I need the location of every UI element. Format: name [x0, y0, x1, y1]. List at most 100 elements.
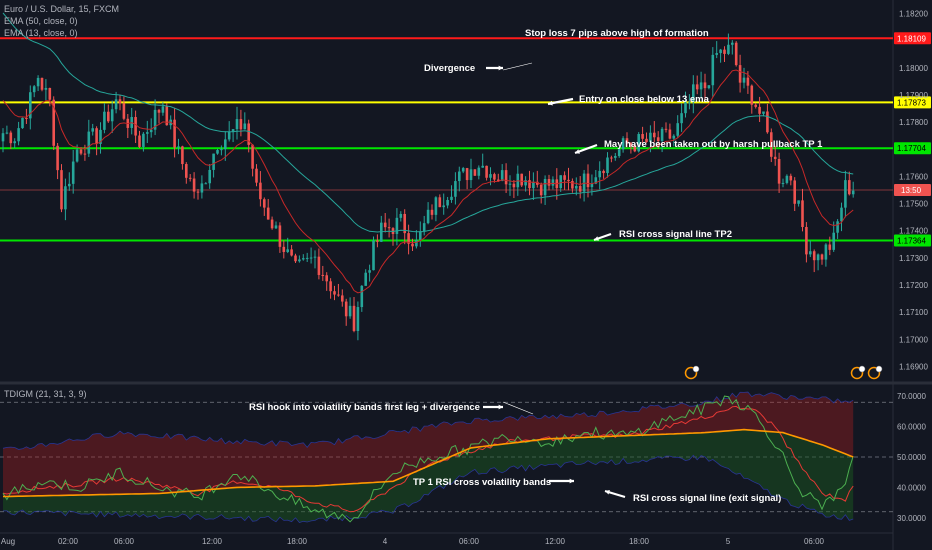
rsi-tick-label: 70.0000: [897, 392, 926, 401]
candle-body: [99, 129, 102, 144]
candle-body: [563, 175, 566, 180]
annotations: Stop loss 7 pips above high of formation…: [249, 28, 823, 504]
candle-body: [851, 190, 855, 195]
divergence-trendline: [502, 62, 533, 71]
candle-body: [5, 132, 9, 134]
candle-body: [781, 182, 785, 184]
candle-body: [251, 144, 254, 169]
rsi-tick-label: 60.0000: [897, 423, 926, 432]
candle-body: [212, 153, 215, 170]
candle-body: [411, 243, 414, 247]
ema13-line: [2, 69, 854, 294]
indicator-legend[interactable]: TDIGM (21, 31, 3, 9): [4, 389, 87, 399]
candle-body: [161, 106, 165, 113]
symbol-title[interactable]: Euro / U.S. Dollar, 15, FXCM: [4, 4, 120, 14]
candle-body: [294, 255, 297, 262]
candle-body: [524, 180, 527, 186]
candle-body: [325, 275, 328, 282]
price-tick-label: 1.17100: [899, 308, 928, 317]
candle-body: [500, 170, 504, 181]
candle-body: [699, 82, 703, 90]
price-tick-label: 1.17000: [899, 335, 928, 344]
time-tick-label: 18:00: [629, 537, 650, 546]
stop-loss-price-tag[interactable]: 1.18109: [897, 34, 926, 43]
candle-body: [645, 138, 648, 142]
entry-price-tag[interactable]: 1.17873: [897, 98, 926, 107]
tp1-price-tag[interactable]: 1.17704: [897, 144, 926, 153]
annotation-stop-loss: Stop loss 7 pips above high of formation: [525, 28, 709, 39]
candle-body: [259, 182, 262, 200]
candle-body: [25, 117, 28, 119]
candle-body: [824, 244, 828, 260]
candle-body: [422, 223, 426, 232]
candle-body: [21, 117, 24, 129]
candle-body: [290, 249, 293, 256]
candle-body: [383, 222, 387, 228]
event-marker-badge-icon[interactable]: [858, 365, 866, 373]
candle-body: [497, 179, 500, 181]
candle-body: [110, 109, 114, 122]
candle-body: [571, 181, 574, 189]
candle-body: [302, 258, 305, 260]
current-price-tag[interactable]: 13:50: [901, 186, 922, 195]
candle-body: [114, 99, 118, 110]
candle-body: [504, 170, 508, 185]
candle-body: [586, 173, 590, 188]
candle-body: [520, 173, 523, 186]
candle-body: [208, 169, 211, 184]
candle-body: [594, 177, 598, 184]
candle-body: [532, 181, 535, 189]
candle-body: [79, 149, 83, 154]
candle-body: [185, 164, 188, 178]
candle-body: [637, 134, 640, 152]
ema50-legend[interactable]: EMA (50, close, 0): [4, 16, 78, 26]
candle-body: [235, 119, 239, 130]
price-tick-label: 1.17500: [899, 200, 928, 209]
candle-body: [91, 128, 94, 132]
event-marker-badge-icon[interactable]: [875, 365, 883, 373]
arrow-divergence-head: [498, 65, 503, 71]
price-tick-label: 1.17400: [899, 227, 928, 236]
candle-body: [832, 232, 835, 250]
candle-body: [56, 145, 59, 171]
candle-body: [809, 251, 812, 255]
candle-body: [399, 213, 403, 218]
candle-body: [711, 54, 715, 86]
annotation-entry: Entry on close below 13 ema: [579, 94, 710, 105]
candle-body: [278, 225, 282, 247]
candle-body: [742, 77, 746, 83]
candle-body: [590, 183, 594, 188]
candle-body: [797, 200, 800, 204]
candle-body: [567, 179, 570, 182]
candle-body: [649, 132, 652, 142]
candle-body: [461, 168, 465, 172]
candle-body: [450, 196, 453, 200]
event-marker-badge-icon[interactable]: [692, 365, 700, 373]
candle-body: [64, 186, 67, 210]
candle-body: [668, 129, 672, 139]
entry-price-tag-bg: [894, 96, 931, 109]
price-tick-label: 1.17200: [899, 281, 928, 290]
candle-body: [149, 129, 153, 133]
candle-body: [793, 180, 796, 204]
candle-body: [118, 99, 122, 104]
candle-body: [36, 77, 40, 87]
volatility-band-upper-fill: [3, 392, 854, 497]
ema13-legend[interactable]: EMA (13, close, 0): [4, 28, 78, 38]
tp2-price-tag[interactable]: 1.17364: [897, 236, 926, 245]
candle-body: [723, 49, 726, 54]
candle-body: [9, 132, 13, 144]
candle-body: [719, 49, 722, 54]
candle-body: [107, 111, 110, 122]
candle-body: [485, 165, 488, 178]
candle-body: [660, 128, 664, 141]
candle-body: [621, 138, 625, 150]
candle-body: [536, 181, 539, 185]
candle-body: [426, 209, 430, 224]
annotation-rsi-hook: RSI hook into volatility bands first leg…: [249, 402, 480, 413]
candle-body: [173, 119, 176, 148]
candle-body: [227, 131, 231, 140]
annotation-tp1: May have been taken out by harsh pullbac…: [604, 139, 823, 150]
candle-body: [395, 217, 399, 234]
